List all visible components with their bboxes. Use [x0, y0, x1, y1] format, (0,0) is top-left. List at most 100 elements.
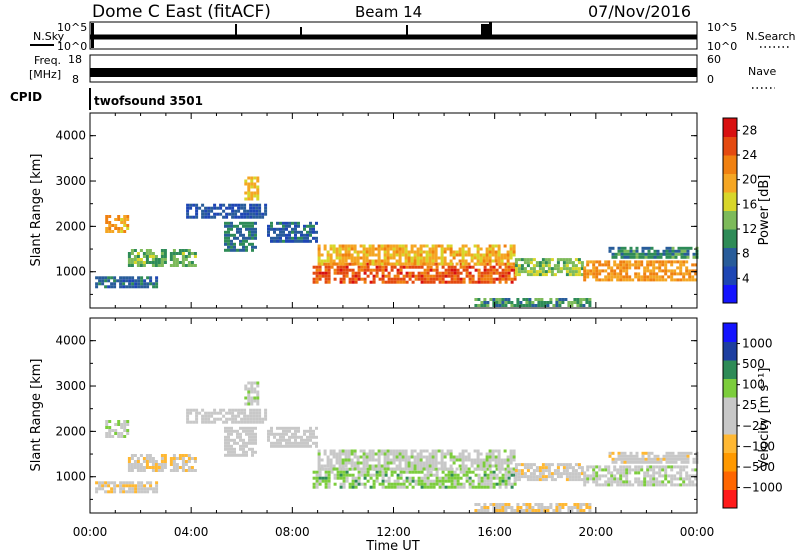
velocity-cell [426, 476, 430, 480]
velocity-cell [541, 463, 545, 467]
velocity-cell [631, 483, 635, 487]
velocity-cell [386, 467, 390, 471]
freq-axis-top: 18 [68, 53, 82, 66]
power-cell [679, 266, 683, 270]
velocity-cell [318, 479, 322, 483]
power-cell [629, 246, 633, 250]
velocity-cell [255, 411, 259, 415]
velocity-cell [652, 471, 656, 475]
power-cell [461, 262, 465, 266]
power-cell [114, 227, 118, 230]
power-cell [282, 239, 285, 243]
power-cell [375, 274, 379, 278]
power-cell [120, 230, 124, 233]
velocity-cell [282, 444, 285, 448]
velocity-cell [483, 470, 487, 474]
power-cell [694, 278, 698, 282]
power-cell [249, 206, 253, 210]
nsky-label: N.Sky [33, 30, 65, 43]
power-cell [315, 265, 319, 269]
power-cell [345, 262, 349, 266]
power-cell [665, 246, 669, 250]
velocity-cell [408, 482, 412, 486]
power-cell [387, 280, 391, 284]
velocity-cell [607, 483, 611, 487]
power-cell [234, 203, 238, 207]
power-cell [688, 272, 692, 276]
power-cell [276, 221, 279, 225]
velocity-cell [476, 461, 480, 465]
velocity-cell [562, 463, 566, 467]
velocity-cell [402, 470, 406, 474]
power-cell [172, 255, 176, 258]
power-cell [246, 209, 250, 213]
velocity-cell [332, 464, 336, 468]
velocity-cell [145, 460, 149, 463]
power-cell [494, 256, 498, 260]
velocity-cell [458, 458, 462, 462]
power-cell [422, 250, 426, 254]
velocity-cell [688, 480, 692, 484]
velocity-cell [405, 470, 409, 474]
power-cell [610, 278, 614, 282]
power-cell [464, 250, 468, 254]
power-cell [694, 263, 698, 267]
power-cell [398, 244, 402, 248]
velocity-cell [125, 481, 129, 485]
velocity-cell [561, 506, 565, 509]
power-cell [428, 247, 432, 251]
power-cell [620, 249, 624, 253]
velocity-cell [187, 466, 191, 469]
power-cell [329, 256, 333, 260]
velocity-cell [588, 509, 592, 512]
velocity-cell [136, 457, 140, 460]
velocity-cell [186, 417, 190, 421]
power-cell [233, 224, 236, 228]
power-cell [357, 277, 361, 281]
power-cell [189, 206, 193, 210]
velocity-cell [559, 472, 563, 476]
velocity-cell [401, 467, 405, 471]
power-cell [372, 277, 376, 281]
velocity-cell [423, 473, 427, 477]
power-cell [670, 260, 674, 264]
velocity-colorbar-swatch [723, 397, 737, 416]
power-cell [547, 261, 551, 265]
power-cell [297, 230, 300, 234]
velocity-cell [622, 474, 626, 478]
power-cell [256, 176, 260, 180]
power-cell [617, 246, 621, 250]
power-cell [471, 274, 475, 278]
velocity-cell [453, 473, 457, 477]
velocity-cell [279, 435, 282, 439]
velocity-cell [510, 509, 514, 512]
power-cell [679, 269, 683, 273]
velocity-cell [525, 506, 529, 509]
power-cell [492, 304, 496, 307]
power-cell [312, 227, 315, 231]
velocity-cell [456, 479, 460, 483]
power-cell [224, 239, 227, 243]
power-cell [619, 278, 623, 282]
power-cell [228, 206, 232, 210]
power-cell [233, 233, 236, 237]
velocity-colorbar-swatch [723, 415, 737, 435]
power-cell [225, 206, 229, 210]
power-cell [646, 263, 650, 267]
velocity-cell [230, 450, 233, 454]
power-cell [224, 221, 227, 225]
power-cell [411, 271, 415, 275]
velocity-cell [674, 454, 678, 458]
power-cell [428, 262, 432, 266]
velocity-cell [501, 473, 505, 477]
velocity-cell [378, 482, 382, 486]
velocity-cell [532, 463, 536, 467]
power-cell [667, 269, 671, 273]
nave-axis-top: 60 [707, 53, 721, 66]
power-y-tick-label: 4000 [55, 129, 86, 143]
velocity-cell [628, 480, 632, 484]
velocity-cell [407, 464, 411, 468]
power-cell [288, 221, 291, 225]
power-cell [637, 266, 641, 270]
velocity-cell [583, 483, 587, 487]
